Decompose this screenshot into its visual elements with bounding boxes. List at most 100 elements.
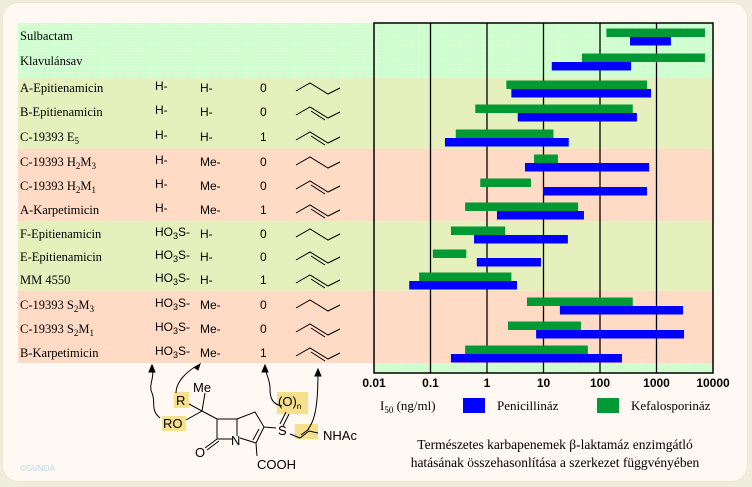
ethyl-chain-icon bbox=[295, 82, 341, 95]
bar-penicillinase-2 bbox=[511, 89, 652, 98]
vinyl-chain-icon bbox=[295, 251, 341, 266]
legend-label-penicillinase: Penicillináz bbox=[497, 398, 559, 413]
band-reference bbox=[18, 23, 373, 78]
structure-on-label: (O)n bbox=[278, 394, 301, 411]
substituent-ro: HO3S- bbox=[155, 248, 191, 264]
band-group-2 bbox=[18, 149, 373, 221]
bar-cephalosporinase-6 bbox=[480, 178, 531, 187]
band-group-3 bbox=[18, 221, 373, 291]
compound-name: A-Epitienamicin bbox=[20, 81, 104, 95]
compound-row: E-Epitienamicin HO3S- H- 0 bbox=[20, 248, 360, 268]
compound-name: F-Epitienamicin bbox=[20, 227, 102, 241]
compound-name: B-Epitienamicin bbox=[20, 105, 103, 119]
subscript: 3 bbox=[173, 231, 179, 241]
substituent-r: H- bbox=[200, 250, 213, 264]
substituent-ro: H- bbox=[155, 79, 168, 93]
x-tick-label: 10000 bbox=[696, 376, 730, 390]
oxidation-n: 1 bbox=[260, 203, 267, 217]
bar-cephalosporinase-8 bbox=[450, 226, 506, 235]
subscript: 3 bbox=[173, 350, 179, 360]
x-tick-label: 1 bbox=[483, 376, 491, 390]
bar-cephalosporinase-2 bbox=[506, 80, 648, 89]
substituent-ro: HO3S- bbox=[155, 320, 191, 336]
compound-name: C-19393 H2M3 bbox=[20, 155, 97, 171]
compound-row: A-Epitienamicin H- H- 0 bbox=[20, 79, 360, 99]
oxidation-n: 0 bbox=[260, 227, 267, 241]
substituent-r: Me- bbox=[200, 298, 221, 312]
vinyl-chain-icon bbox=[295, 323, 341, 338]
compound-row: Sulbactam bbox=[20, 27, 360, 47]
subscript: 3 bbox=[173, 277, 179, 287]
vinyl-chain-icon bbox=[295, 204, 341, 219]
subscript: 1 bbox=[91, 185, 97, 195]
subscript: 3 bbox=[91, 161, 97, 171]
x-axis-label: I50 (ng/ml) bbox=[380, 398, 436, 415]
structure-ro-label: RO bbox=[163, 416, 183, 431]
structure-cooh-label: COOH bbox=[257, 457, 296, 472]
substituent-ro: H- bbox=[155, 153, 168, 167]
compound-name: C-19393 E5 bbox=[20, 130, 80, 146]
substituent-r: H- bbox=[200, 227, 213, 241]
compound-row: C-19393 S2M3 HO3S- Me- 0 bbox=[20, 296, 360, 316]
structure-nhac-label: NHAc bbox=[323, 428, 357, 443]
bar-penicillinase-10 bbox=[409, 281, 518, 290]
structure-me-label: Me bbox=[193, 380, 211, 395]
subscript: 2 bbox=[73, 328, 79, 338]
substituent-ro: HO3S- bbox=[155, 344, 191, 360]
bar-penicillinase-6 bbox=[543, 187, 648, 196]
compound-row: C-19393 E5 H- H- 1 bbox=[20, 128, 360, 148]
oxidation-n: 0 bbox=[260, 105, 267, 119]
subscript: 3 bbox=[173, 302, 179, 312]
watermark: ©GUNDA bbox=[20, 464, 55, 473]
band-group-4 bbox=[18, 291, 373, 363]
bar-cephalosporinase-10 bbox=[419, 272, 512, 281]
bar-cephalosporinase-11 bbox=[526, 297, 633, 306]
subscript: 1 bbox=[89, 328, 94, 338]
x-tick-label: 10 bbox=[536, 376, 551, 390]
substituent-ro: HO3S- bbox=[155, 225, 191, 241]
bar-penicillinase-7 bbox=[496, 211, 584, 220]
bar-cephalosporinase-13 bbox=[465, 345, 588, 354]
x-tick-label: 0.1 bbox=[422, 376, 439, 390]
substituent-ro: HO3S- bbox=[155, 296, 191, 312]
oxidation-n: 1 bbox=[260, 273, 267, 287]
vinyl-chain-icon bbox=[295, 347, 341, 362]
bar-penicillinase-5 bbox=[524, 163, 650, 172]
oxidation-n: 0 bbox=[260, 155, 267, 169]
x-tick-label: 100 bbox=[589, 376, 611, 390]
structure-s-label: S bbox=[278, 423, 287, 438]
x-tick-label: 0.01 bbox=[362, 376, 386, 390]
bar-cephalosporinase-9 bbox=[432, 249, 467, 258]
substituent-r: H- bbox=[200, 105, 213, 119]
oxidation-n: 0 bbox=[260, 81, 267, 95]
oxidation-n: 0 bbox=[260, 298, 267, 312]
compound-row: B-Karpetimicin HO3S- Me- 1 bbox=[20, 344, 360, 364]
compound-name: B-Karpetimicin bbox=[20, 346, 99, 360]
compound-row: C-19393 H2M3 H- Me- 0 bbox=[20, 153, 360, 173]
compound-row: C-19393 S2M1 HO3S- Me- 0 bbox=[20, 320, 360, 340]
legend-swatch-cephalosporinase bbox=[597, 398, 619, 413]
subscript: 2 bbox=[75, 185, 81, 195]
compound-name: Klavulánsav bbox=[20, 54, 83, 68]
oxidation-n: 1 bbox=[260, 130, 267, 144]
substituent-r: Me- bbox=[200, 155, 221, 169]
ethyl-chain-icon bbox=[295, 156, 341, 169]
compound-row: F-Epitienamicin HO3S- H- 0 bbox=[20, 225, 360, 245]
vinyl-chain-icon bbox=[295, 131, 341, 146]
bar-cephalosporinase-12 bbox=[507, 321, 581, 330]
bar-cephalosporinase-1 bbox=[581, 53, 705, 62]
compound-name: Sulbactam bbox=[20, 29, 73, 43]
bar-cephalosporinase-5 bbox=[534, 154, 558, 163]
compound-row: B-Epitienamicin H- H- 0 bbox=[20, 103, 360, 123]
substituent-ro: H- bbox=[155, 177, 168, 191]
legend-label-cephalosporinase: Kefalosporináz bbox=[631, 398, 711, 413]
structure-r-label: R bbox=[176, 393, 185, 408]
bar-cephalosporinase-0 bbox=[606, 28, 705, 37]
substituent-ro: H- bbox=[155, 201, 168, 215]
vinyl-chain-icon bbox=[295, 180, 341, 195]
bar-penicillinase-3 bbox=[517, 113, 637, 122]
compound-name: A-Karpetimicin bbox=[20, 203, 100, 217]
compound-name: C-19393 S2M3 bbox=[20, 298, 94, 314]
carbapenem-structure: Me R RO N O S (O)n NHAc COOH bbox=[148, 362, 357, 472]
